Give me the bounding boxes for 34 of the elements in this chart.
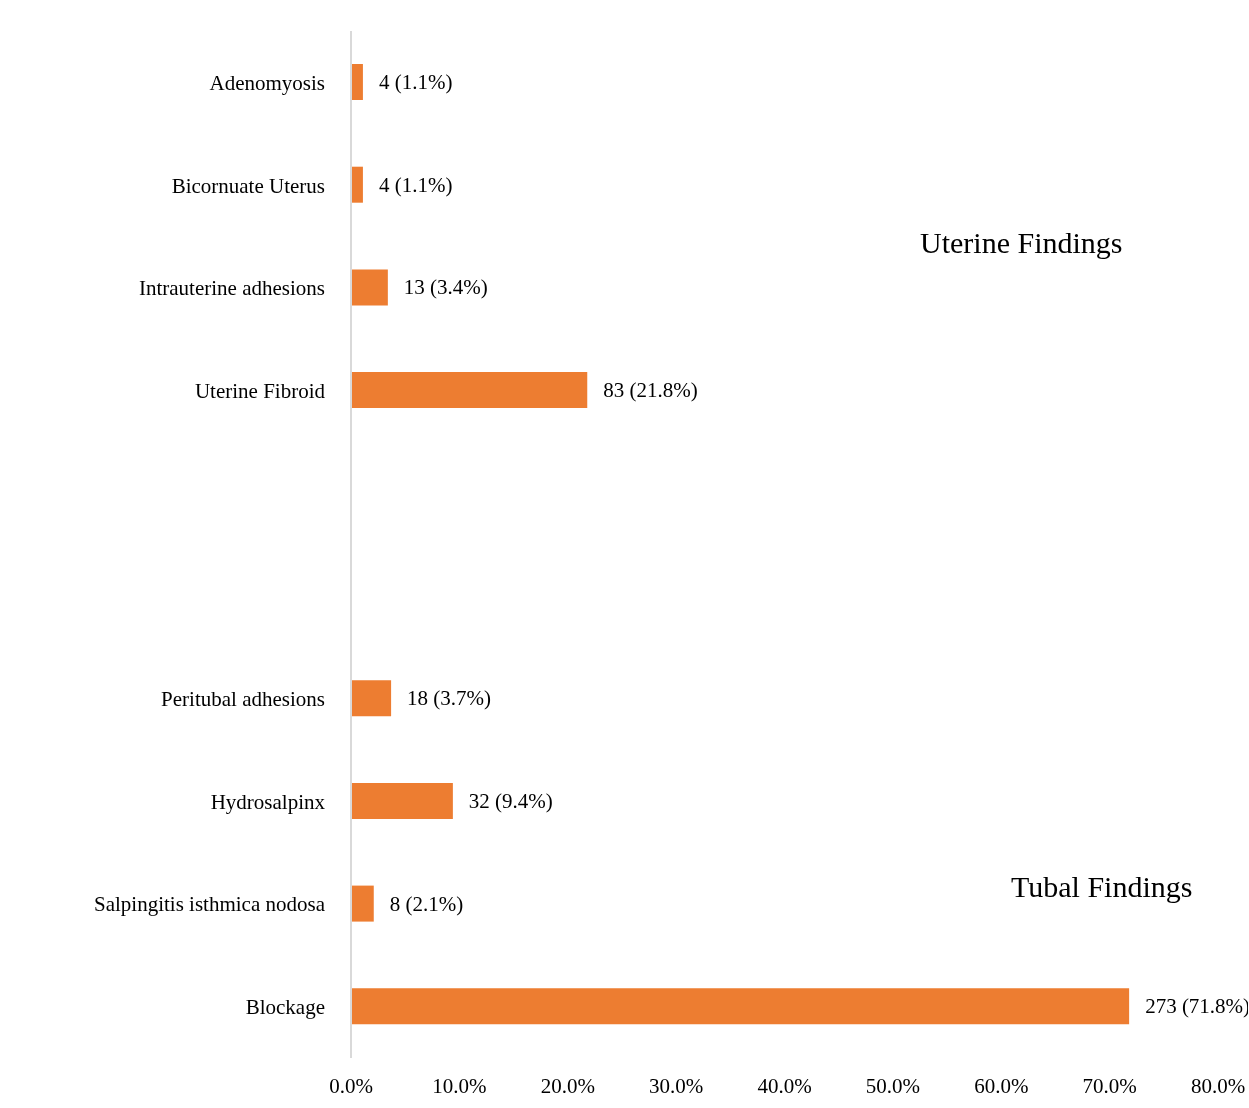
- bar: [351, 166, 363, 203]
- data-label: 13 (3.4%): [403, 275, 488, 300]
- x-tick-label: 30.0%: [649, 1073, 704, 1098]
- data-label: 32 (9.4%): [468, 788, 553, 813]
- y-tick-label: Hydrosalpinx: [210, 789, 326, 814]
- data-label: 83 (21.8%): [603, 378, 698, 403]
- data-label: 18 (3.7%): [407, 686, 492, 711]
- x-tick-label: 60.0%: [974, 1073, 1029, 1098]
- x-tick-label: 0.0%: [329, 1073, 373, 1098]
- x-tick-label: 10.0%: [432, 1073, 487, 1098]
- y-tick-label: Uterine Fibroid: [194, 378, 326, 403]
- annotation: Uterine Findings: [920, 226, 1123, 260]
- annotation: Tubal Findings: [1011, 870, 1193, 904]
- x-tick-label: 40.0%: [757, 1073, 812, 1098]
- y-tick-label: Peritubal adhesions: [161, 687, 325, 712]
- bar: [351, 64, 363, 100]
- bar: [351, 782, 453, 819]
- x-tick-label: 70.0%: [1082, 1073, 1137, 1098]
- y-tick-label: Adenomyosis: [209, 70, 325, 95]
- y-tick-label: Bicornuate Uterus: [171, 173, 325, 198]
- x-tick-label: 50.0%: [865, 1073, 920, 1098]
- data-label: 4 (1.1%): [378, 70, 453, 94]
- bar: [351, 372, 588, 409]
- data-label: 8 (2.1%): [389, 891, 464, 916]
- bar: [351, 269, 388, 306]
- y-tick-label: Salpingitis isthmica nodosa: [94, 892, 326, 917]
- data-label: 4 (1.1%): [378, 172, 453, 197]
- bar: [351, 885, 374, 922]
- x-tick-label: 80.0%: [1190, 1073, 1246, 1098]
- x-tick-label: 20.0%: [540, 1073, 595, 1098]
- bar: [351, 680, 392, 717]
- y-tick-label: Intrauterine adhesions: [138, 276, 325, 301]
- y-tick-label: Blockage: [245, 995, 325, 1020]
- bar: [351, 988, 1130, 1025]
